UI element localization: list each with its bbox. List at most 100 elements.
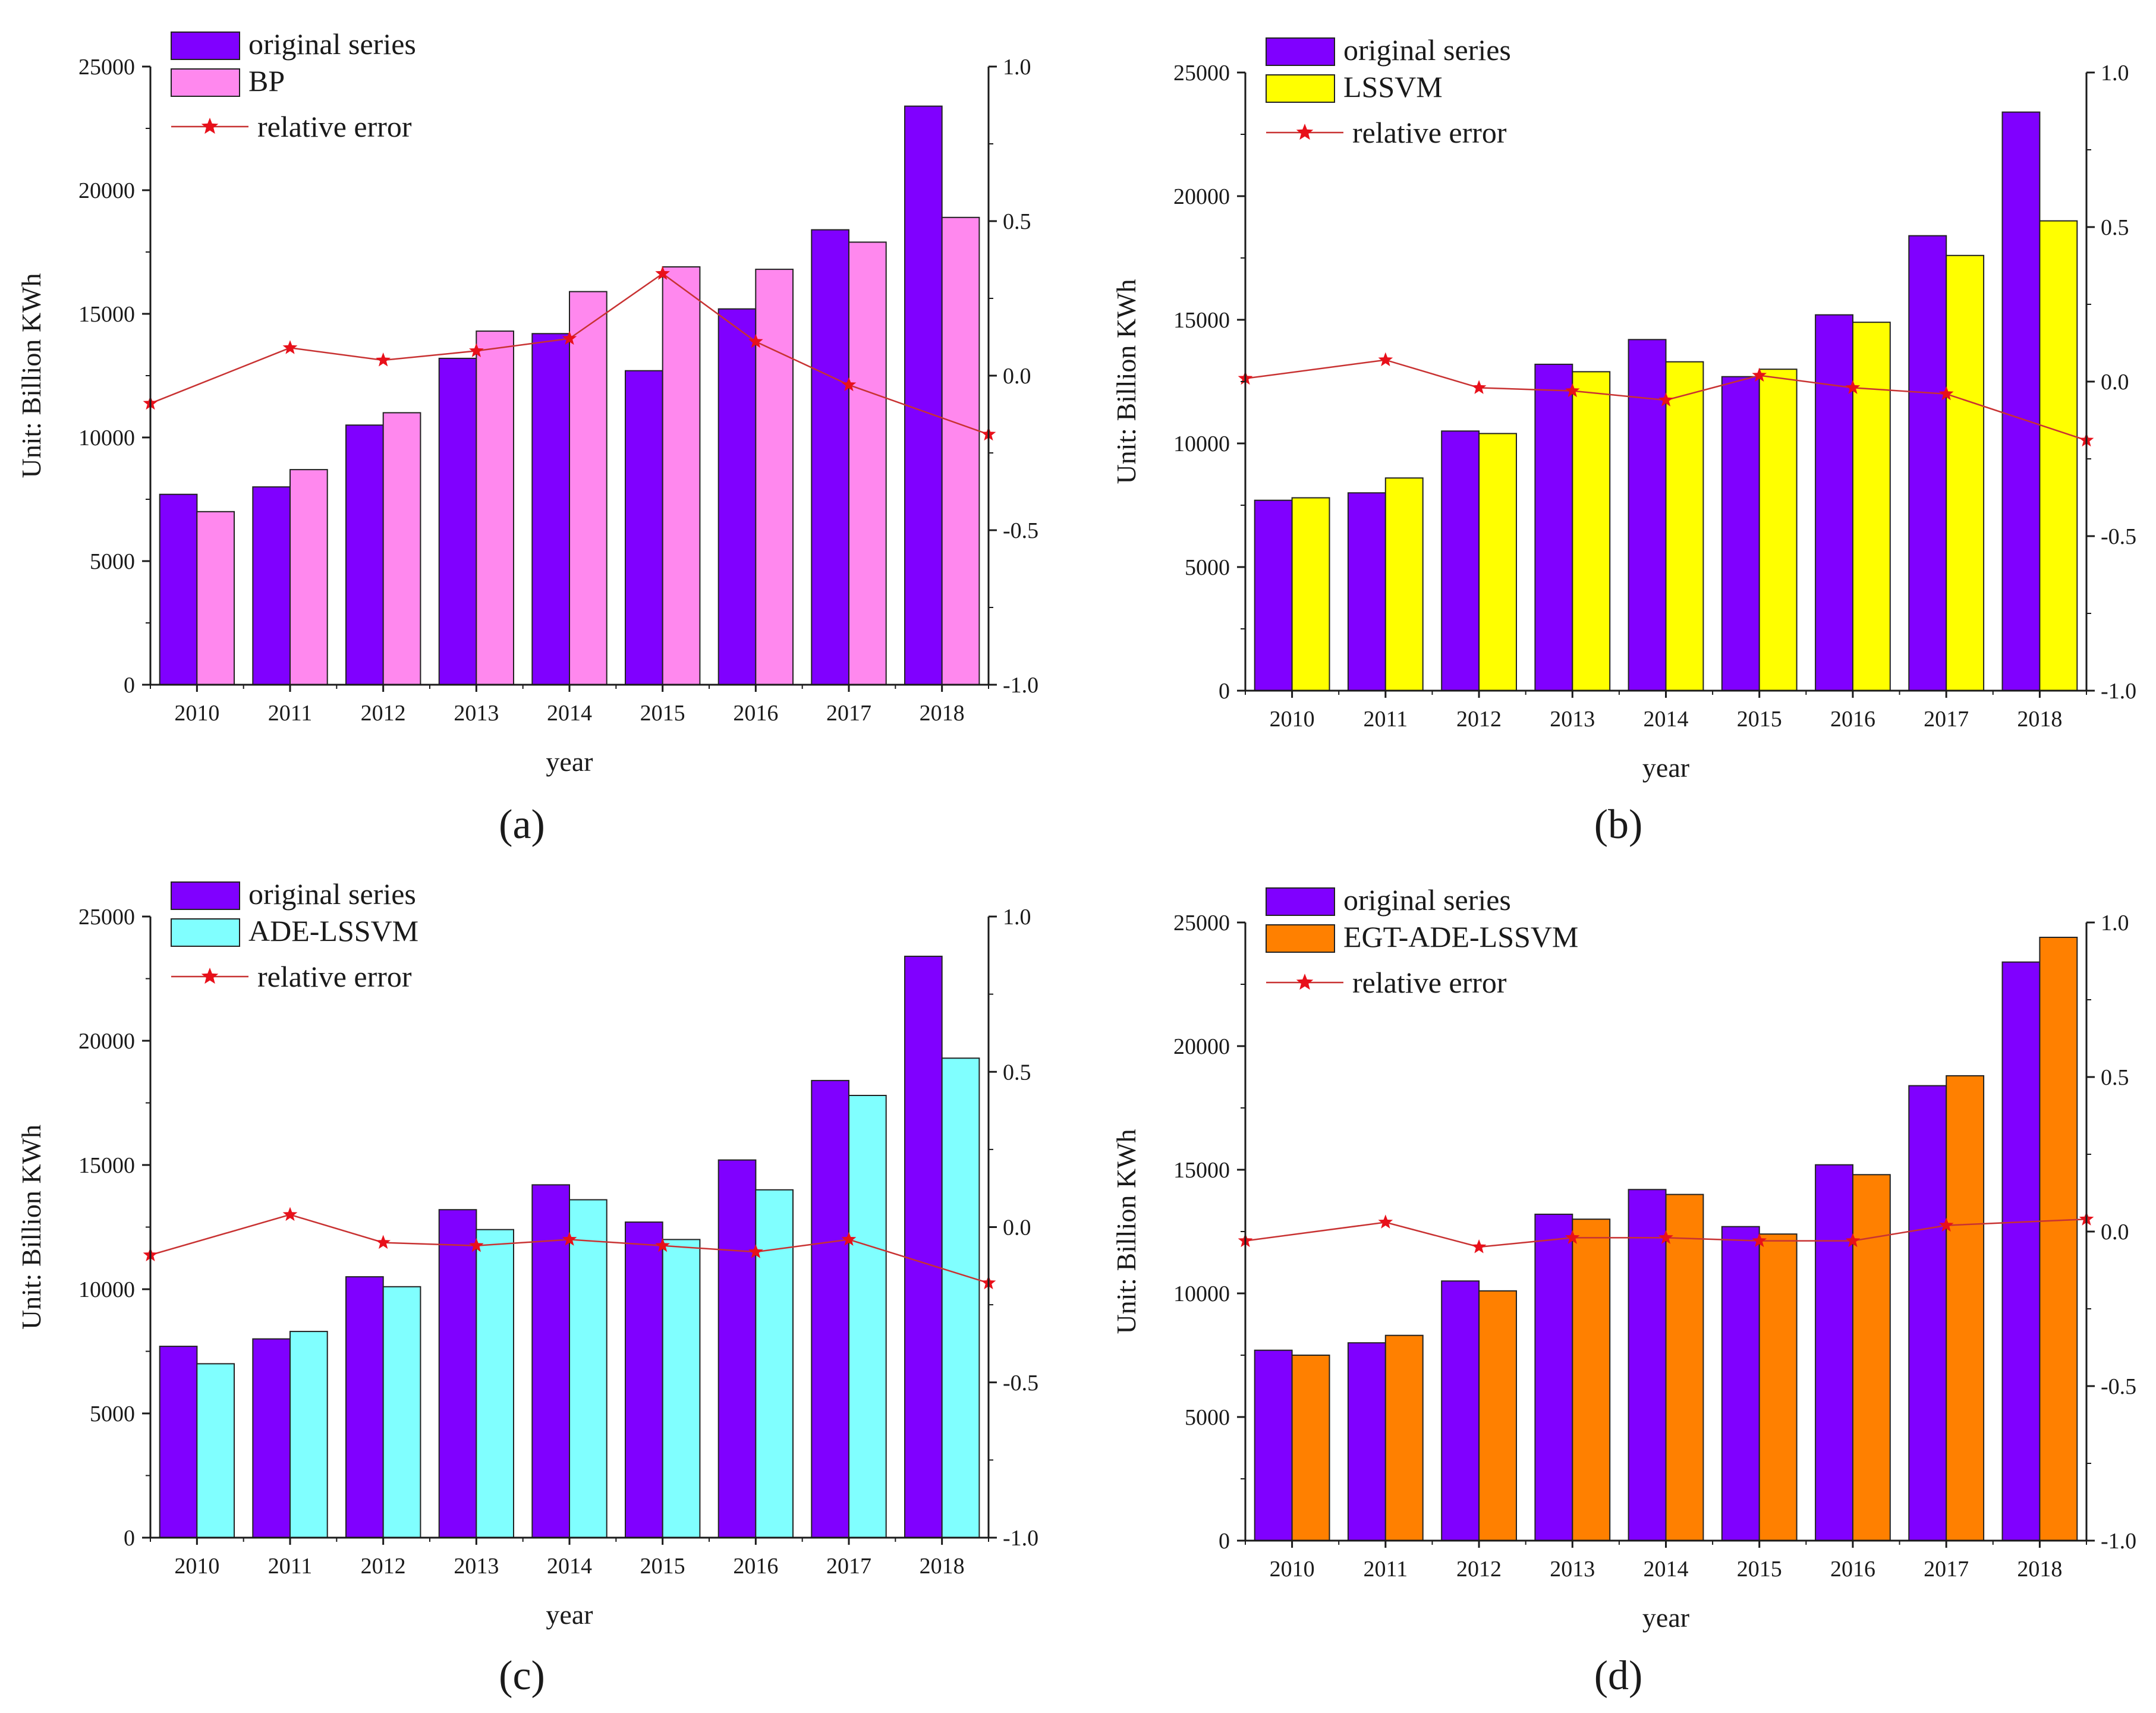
y2-tick-label: 0.0	[2101, 1220, 2129, 1245]
legend-label-forecast: ADE-LSSVM	[248, 914, 418, 947]
bars-group	[1254, 111, 2078, 692]
x-axis-title: year	[1642, 1602, 1689, 1633]
x-tick-label: 2016	[1830, 707, 1875, 732]
bar-forecast-2014	[569, 291, 608, 686]
x-tick-label: 2014	[547, 1554, 592, 1579]
y2-tick-label: 1.0	[2101, 61, 2129, 86]
y-tick-label: 5000	[90, 1402, 135, 1427]
bar-original-2016	[1815, 314, 1854, 691]
relative-error-point-2012	[1471, 380, 1487, 394]
x-axis-title: year	[1642, 752, 1689, 783]
x-tick-label: 2012	[1456, 1557, 1502, 1582]
bar-forecast-2018	[941, 216, 980, 685]
legend-swatch-forecast	[171, 918, 240, 947]
x-tick-label: 2011	[268, 1554, 313, 1579]
bar-forecast-2011	[1384, 1334, 1424, 1541]
bar-original-2015	[1721, 376, 1760, 691]
bar-forecast-2013	[1572, 371, 1611, 691]
y-tick-label: 25000	[78, 905, 135, 930]
bar-forecast-2017	[1946, 1075, 1985, 1541]
bar-original-2015	[1721, 1226, 1760, 1541]
y-axis-title: Unit: Billion KWh	[16, 273, 46, 478]
relative-error-point-2014	[562, 330, 577, 345]
y2-tick-label: -1.0	[2101, 1529, 2136, 1554]
legend-label-original: original series	[248, 27, 416, 61]
bar-original-2016	[717, 308, 757, 685]
y-tick-label: 5000	[1185, 555, 1230, 580]
x-tick-label: 2014	[1644, 707, 1689, 732]
y-tick-label: 25000	[1173, 911, 1230, 936]
y-tick-label: 5000	[1185, 1405, 1230, 1430]
relative-error-point-2012	[376, 352, 391, 367]
bar-forecast-2017	[848, 1095, 887, 1538]
relative-error-point-2012	[376, 1235, 391, 1249]
x-tick-label: 2012	[361, 1554, 406, 1579]
y-tick-label: 15000	[78, 302, 135, 327]
relative-error-point-2017	[841, 1232, 857, 1246]
panel-label: (b)	[1594, 802, 1643, 848]
y2-tick-label: 0.0	[1003, 364, 1031, 389]
legend-swatch-original	[1266, 887, 1335, 916]
legend-swatch-original	[1266, 37, 1335, 66]
legend-label-relative-error: relative error	[1352, 116, 1507, 149]
y-tick-label: 20000	[1173, 1034, 1230, 1059]
bar-forecast-2018	[2039, 220, 2078, 692]
bar-original-2010	[159, 493, 198, 685]
x-tick-label: 2018	[920, 701, 965, 726]
bar-original-2011	[1347, 492, 1386, 691]
bar-forecast-2014	[1665, 1194, 1704, 1541]
chart-panel-d: 0 5000 10000 15000 20000 25000 -1.0 -0.5 0.0 0.5 1…	[1111, 883, 2136, 1699]
x-tick-label: 2018	[2017, 707, 2062, 732]
x-axis-title: year	[546, 1599, 593, 1630]
bar-forecast-2012	[382, 412, 421, 686]
legend-star-icon	[1296, 124, 1314, 140]
y-tick-label: 25000	[78, 55, 135, 80]
y2-tick-label: 0.0	[1003, 1216, 1031, 1240]
bar-forecast-2015	[1758, 1233, 1798, 1541]
x-tick-label: 2015	[640, 701, 685, 726]
legend-star-icon	[1296, 974, 1314, 990]
x-tick-label: 2018	[2017, 1557, 2062, 1582]
axes-group: 0 5000 10000 15000 20000 25000 -1.0 -0.5 0.0 0.5 1…	[78, 905, 1038, 1579]
y-tick-label: 5000	[90, 549, 135, 574]
y-axis-title: Unit: Billion KWh	[1111, 1129, 1141, 1334]
y-tick-label: 10000	[1173, 432, 1230, 456]
x-tick-label: 2016	[733, 1554, 778, 1579]
relative-error-point-2013	[469, 1237, 484, 1252]
relative-error-point-2011	[1378, 1214, 1393, 1229]
legend-label-forecast: BP	[248, 64, 285, 97]
bar-original-2015	[625, 370, 663, 685]
legend-label-forecast: LSSVM	[1343, 70, 1443, 103]
bar-original-2011	[252, 486, 291, 685]
bar-forecast-2014	[569, 1199, 608, 1538]
bar-original-2014	[531, 333, 570, 685]
bar-original-2010	[1254, 1349, 1293, 1541]
x-tick-label: 2017	[826, 1554, 871, 1579]
relative-error-point-2014	[1658, 392, 1673, 407]
legend-label-forecast: EGT-ADE-LSSVM	[1343, 920, 1578, 953]
legend-star-icon	[201, 118, 219, 134]
bar-forecast-2017	[1946, 254, 1985, 691]
x-tick-label: 2017	[1924, 1557, 1969, 1582]
bar-forecast-2016	[755, 1189, 794, 1539]
x-tick-label: 2014	[1644, 1557, 1689, 1582]
panel-label: (a)	[499, 802, 545, 848]
chart-panel-a: 0 5000 10000 15000 20000 25000 -1.0 -0.5 0.0 0.5 1…	[16, 27, 1038, 848]
y2-tick-label: -0.5	[2101, 524, 2136, 549]
relative-error-point-2011	[282, 340, 298, 354]
relative-error-point-2012	[1471, 1239, 1487, 1254]
panel-label: (c)	[499, 1653, 545, 1699]
relative-error-point-2016	[1845, 1233, 1861, 1248]
x-tick-label: 2017	[1924, 707, 1969, 732]
x-axis-title: year	[546, 747, 593, 777]
bar-forecast-2014	[1665, 361, 1704, 691]
x-tick-label: 2014	[547, 701, 592, 726]
relative-error-point-2016	[748, 333, 763, 348]
bar-original-2017	[811, 229, 850, 686]
y2-tick-label: -1.0	[2101, 679, 2136, 704]
x-tick-label: 2015	[640, 1554, 685, 1579]
x-tick-label: 2010	[174, 701, 219, 726]
bar-forecast-2013	[1572, 1218, 1611, 1541]
